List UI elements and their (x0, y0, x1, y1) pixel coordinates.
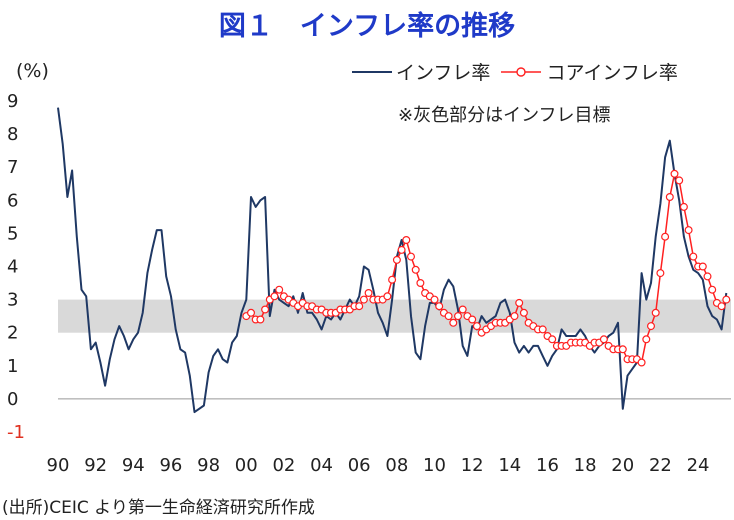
core-point (275, 285, 284, 294)
core-point (642, 335, 651, 344)
legend-label-core: コアインフレ率 (546, 62, 678, 84)
x-tick-label: 12 (461, 455, 484, 476)
core-point (472, 322, 481, 331)
x-tick-label: 96 (159, 455, 182, 476)
core-point (247, 308, 256, 317)
core-point (402, 236, 411, 245)
core-point (416, 279, 425, 288)
legend-item-core: コアインフレ率 (500, 58, 678, 85)
core-point (510, 312, 519, 321)
x-tick-label: 98 (197, 455, 220, 476)
core-point (665, 193, 674, 202)
core-point (646, 322, 655, 331)
core-point (698, 262, 707, 271)
legend-marker-core (501, 66, 542, 77)
x-tick-label: 02 (272, 455, 295, 476)
core-point (468, 315, 477, 324)
x-tick-label: 90 (47, 455, 70, 476)
core-point (661, 232, 670, 241)
y-tick-label: -1 (7, 422, 25, 443)
core-point (618, 345, 627, 354)
x-tick-label: 10 (423, 455, 446, 476)
core-point (388, 275, 397, 284)
x-tick-label: 06 (348, 455, 371, 476)
legend-label-inflation: インフレ率 (396, 62, 491, 84)
core-point (538, 325, 547, 334)
core-point (270, 292, 279, 301)
y-axis-unit-label: (%) (16, 60, 49, 82)
core-point (261, 305, 270, 314)
core-point (364, 289, 373, 298)
core-point (411, 265, 420, 274)
core-point (656, 269, 665, 278)
core-point (679, 202, 688, 211)
x-tick-label: 14 (498, 455, 521, 476)
legend: インフレ率 コアインフレ率 (352, 58, 688, 85)
y-tick-label: 4 (7, 257, 18, 278)
x-tick-label: 24 (687, 455, 710, 476)
core-point (689, 252, 698, 261)
chart-title: 図１ インフレ率の推移 (218, 11, 516, 42)
core-point (515, 298, 524, 307)
core-point (407, 252, 416, 261)
x-tick-label: 92 (84, 455, 107, 476)
y-tick-label: 0 (7, 389, 18, 410)
y-tick-label: 1 (7, 356, 18, 377)
core-point (675, 176, 684, 185)
target-band (58, 299, 731, 333)
y-tick-label: 7 (7, 157, 18, 178)
y-tick-label: 8 (7, 124, 18, 145)
core-point (684, 226, 693, 235)
x-tick-label: 04 (310, 455, 333, 476)
target-band-annotation: ※灰色部分はインフレ目標 (398, 105, 611, 126)
y-tick-label: 5 (7, 223, 18, 244)
x-tick-label: 22 (649, 455, 672, 476)
x-tick-label: 08 (385, 455, 408, 476)
core-point (548, 335, 557, 344)
core-point (722, 295, 731, 304)
y-tick-label: 2 (7, 323, 18, 344)
legend-line-inflation (352, 70, 392, 73)
core-point (444, 312, 453, 321)
y-tick-label: 9 (7, 91, 18, 112)
core-point (519, 308, 528, 317)
y-tick-label: 3 (7, 290, 18, 311)
core-point (397, 245, 406, 254)
x-tick-label: 00 (235, 455, 258, 476)
core-point (651, 308, 660, 317)
x-tick-label: 20 (611, 455, 634, 476)
core-point (355, 302, 364, 311)
source-note: (出所)CEIC より第一生命経済研究所作成 (2, 498, 315, 518)
core-point (383, 292, 392, 301)
core-point (392, 255, 401, 264)
core-point (637, 358, 646, 367)
core-point (435, 302, 444, 311)
core-point (708, 285, 717, 294)
x-tick-label: 18 (574, 455, 597, 476)
core-point (703, 272, 712, 281)
series-line-inflation (57, 107, 728, 414)
x-tick-label: 16 (536, 455, 559, 476)
core-point (458, 305, 467, 314)
core-point (599, 335, 608, 344)
x-tick-label: 94 (122, 455, 145, 476)
core-point (717, 302, 726, 311)
core-point (670, 169, 679, 178)
core-point (454, 312, 463, 321)
core-point (256, 315, 265, 324)
core-point (359, 295, 368, 304)
legend-item-inflation: インフレ率 (352, 58, 490, 85)
core-point (430, 295, 439, 304)
y-tick-label: 6 (7, 190, 18, 211)
core-point (449, 318, 458, 327)
series-line-core (245, 173, 727, 364)
